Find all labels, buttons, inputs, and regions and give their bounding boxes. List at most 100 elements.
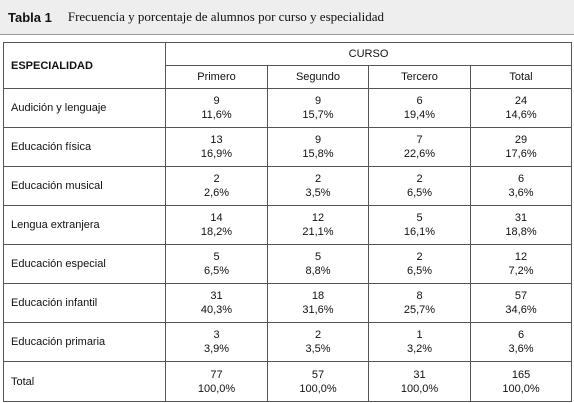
row-label: Educación especial bbox=[3, 244, 166, 284]
cell-count: 57 bbox=[311, 368, 325, 381]
cell-percent: 7,2% bbox=[508, 265, 534, 277]
table-caption: Tabla 1 Frecuencia y porcentaje de alumn… bbox=[0, 0, 574, 35]
header-especialidad: ESPECIALIDAD bbox=[3, 42, 166, 89]
table-cell: 18 31,6% bbox=[267, 283, 369, 323]
table-header: ESPECIALIDAD CURSO Primero Segundo Terce… bbox=[3, 42, 573, 89]
table-cell: 8 25,7% bbox=[368, 283, 471, 323]
table-cell: 77 100,0% bbox=[165, 361, 268, 402]
cell-percent: 100,0% bbox=[197, 382, 236, 395]
cell-count: 12 bbox=[311, 212, 325, 224]
cell-count: 14 bbox=[210, 212, 223, 224]
cell-count: 2 bbox=[416, 251, 423, 263]
cell-percent: 8,8% bbox=[305, 265, 331, 277]
row-label: Total bbox=[3, 361, 166, 402]
table-cell: 165 100,0% bbox=[469, 361, 573, 402]
table-cell: 24 14,6% bbox=[469, 88, 573, 128]
cell-count: 6 bbox=[517, 329, 525, 341]
table-cell: 2 2,6% bbox=[165, 166, 268, 206]
table-cell: 2 6,5% bbox=[368, 166, 471, 206]
cell-count: 31 bbox=[514, 212, 528, 224]
cell-count: 2 bbox=[213, 173, 220, 185]
cell-percent: 19,4% bbox=[403, 109, 436, 121]
cell-count: 7 bbox=[416, 134, 423, 146]
cell-percent: 3,6% bbox=[508, 343, 534, 355]
cell-count: 9 bbox=[314, 134, 322, 146]
cell-count: 12 bbox=[514, 251, 528, 263]
table-row: Educación infantil 31 40,3% 18 31,6% 8 25,7… bbox=[3, 283, 573, 323]
cell-count: 9 bbox=[213, 95, 220, 107]
row-label: Educación primaria bbox=[3, 322, 166, 362]
table-cell: 2 3,5% bbox=[267, 166, 369, 206]
table-cell: 12 21,1% bbox=[267, 205, 369, 245]
cell-count: 1 bbox=[416, 329, 423, 341]
table-cell: 6 3,6% bbox=[469, 166, 573, 206]
table-cell: 31 100,0% bbox=[368, 361, 471, 402]
table-row: Lengua extranjera 14 18,2% 12 21,1% 5 16,1%… bbox=[3, 205, 573, 245]
table-cell: 9 15,7% bbox=[267, 88, 369, 128]
data-table: ESPECIALIDAD CURSO Primero Segundo Terce… bbox=[3, 42, 573, 402]
table-cell: 31 40,3% bbox=[165, 283, 268, 323]
cell-percent: 3,6% bbox=[508, 187, 534, 199]
table-cell: 57 100,0% bbox=[267, 361, 369, 402]
cell-percent: 16,9% bbox=[200, 148, 233, 160]
table-cell: 6 19,4% bbox=[368, 88, 471, 128]
total-row: Total 77 100,0% 57 100,0% 31 100,0% 165 100,… bbox=[3, 361, 573, 402]
cell-percent: 22,6% bbox=[403, 148, 436, 160]
cell-percent: 18,8% bbox=[505, 226, 537, 238]
cell-percent: 3,5% bbox=[305, 187, 331, 199]
table-cell: 9 11,6% bbox=[165, 88, 268, 128]
cell-count: 2 bbox=[416, 173, 423, 185]
cell-count: 5 bbox=[314, 251, 322, 263]
cell-count: 9 bbox=[314, 95, 322, 107]
cell-percent: 6,5% bbox=[406, 265, 433, 277]
row-label: Educación infantil bbox=[3, 283, 166, 323]
cell-count: 31 bbox=[413, 368, 426, 381]
cell-count: 5 bbox=[416, 212, 423, 224]
row-label: Educación física bbox=[3, 127, 166, 167]
cell-count: 29 bbox=[514, 134, 528, 146]
table-cell: 5 16,1% bbox=[368, 205, 471, 245]
cell-count: 57 bbox=[514, 290, 528, 302]
cell-count: 18 bbox=[311, 290, 325, 302]
cell-percent: 14,6% bbox=[505, 109, 537, 121]
table-cell: 14 18,2% bbox=[165, 205, 268, 245]
table-cell: 31 18,8% bbox=[469, 205, 573, 245]
table-cell: 3 3,9% bbox=[165, 322, 268, 362]
table-cell: 12 7,2% bbox=[469, 244, 573, 284]
cell-percent: 15,7% bbox=[302, 109, 334, 121]
header-curso: CURSO bbox=[164, 42, 573, 66]
cell-count: 77 bbox=[210, 368, 223, 381]
cell-count: 3 bbox=[213, 329, 220, 341]
caption-label: Tabla 1 bbox=[8, 9, 52, 25]
caption-text: Frecuencia y porcentaje de alumnos por c… bbox=[67, 9, 385, 24]
header-column: Tercero bbox=[368, 65, 471, 89]
table-row: Audición y lenguaje 9 11,6% 9 15,7% 6 19,4%… bbox=[3, 88, 573, 128]
cell-count: 5 bbox=[213, 251, 220, 263]
cell-percent: 3,5% bbox=[305, 343, 331, 355]
header-column: Total bbox=[469, 65, 573, 89]
cell-count: 165 bbox=[511, 368, 531, 381]
cell-percent: 34,6% bbox=[505, 304, 537, 316]
cell-percent: 15,8% bbox=[302, 148, 334, 160]
table-row: Educación especial 5 6,5% 5 8,8% 2 6,5% 12 7… bbox=[3, 244, 573, 284]
cell-percent: 18,2% bbox=[200, 226, 233, 238]
cell-percent: 100,0% bbox=[299, 382, 337, 395]
cell-percent: 100,0% bbox=[502, 382, 540, 395]
table-cell: 2 3,5% bbox=[267, 322, 369, 362]
cell-count: 2 bbox=[314, 173, 322, 185]
header-column: Segundo bbox=[267, 65, 369, 89]
table-row: Educación primaria 3 3,9% 2 3,5% 1 3,2% 6 3,… bbox=[3, 322, 573, 362]
cell-count: 8 bbox=[416, 290, 423, 302]
table-cell: 1 3,2% bbox=[368, 322, 471, 362]
cell-percent: 6,5% bbox=[203, 265, 230, 277]
cell-percent: 6,5% bbox=[406, 187, 433, 199]
row-label: Audición y lenguaje bbox=[3, 88, 166, 128]
table-cell: 9 15,8% bbox=[267, 127, 369, 167]
cell-count: 6 bbox=[416, 95, 423, 107]
cell-percent: 25,7% bbox=[403, 304, 436, 316]
cell-count: 13 bbox=[210, 134, 223, 146]
cell-percent: 21,1% bbox=[302, 226, 334, 238]
row-label: Educación musical bbox=[3, 166, 166, 206]
row-label: Lengua extranjera bbox=[3, 205, 166, 245]
cell-percent: 16,1% bbox=[403, 226, 436, 238]
